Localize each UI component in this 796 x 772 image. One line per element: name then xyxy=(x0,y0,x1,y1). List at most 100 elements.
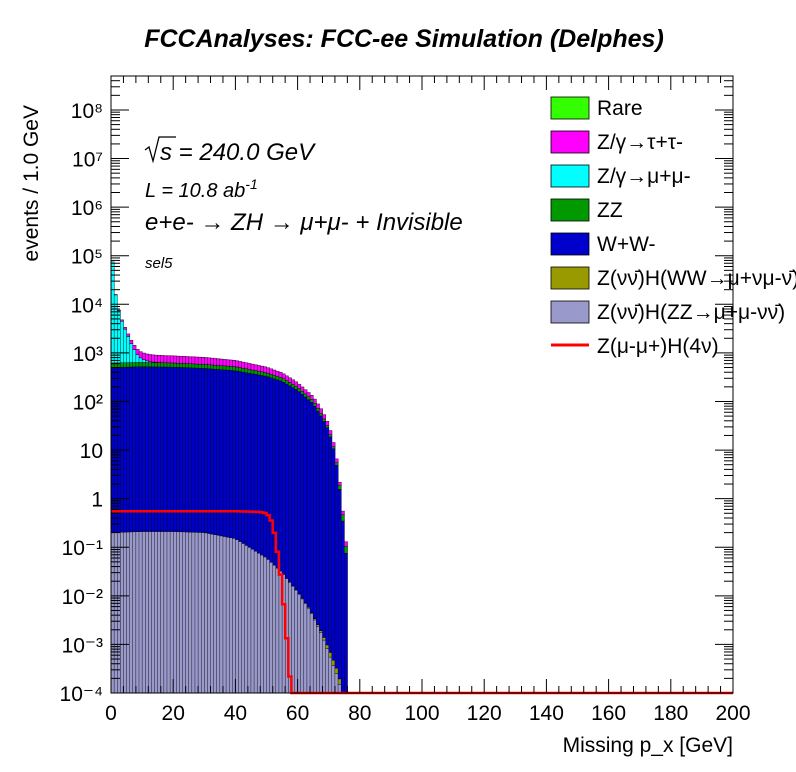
annotation-selection: sel5 xyxy=(145,255,173,272)
bar xyxy=(272,375,277,379)
y-tick-label: 10⁻¹ xyxy=(62,537,103,560)
legend-label: Z/γ→τ+τ- xyxy=(597,131,683,154)
bar xyxy=(281,373,286,379)
bar xyxy=(179,531,183,694)
bar xyxy=(210,357,215,366)
bar xyxy=(129,531,134,694)
bar xyxy=(141,362,146,367)
annotation-process: e+e- → ZH → μ+μ- + Invisible xyxy=(145,209,463,236)
bar xyxy=(312,405,317,619)
bar xyxy=(319,412,323,417)
bar xyxy=(344,553,348,694)
bar xyxy=(260,365,264,373)
legend-entry: Z(νν̄)H(ZZ→μ+μ-νν̄) xyxy=(550,300,785,324)
bar xyxy=(260,375,264,556)
bar xyxy=(241,543,246,694)
bar xyxy=(294,589,298,694)
bar xyxy=(126,531,131,694)
bar xyxy=(148,362,152,367)
bar xyxy=(126,333,131,337)
bar xyxy=(306,396,311,400)
x-tick-label: 140 xyxy=(529,702,564,725)
bar xyxy=(222,359,227,367)
bar xyxy=(172,531,177,694)
bar xyxy=(145,366,149,532)
bar xyxy=(141,366,146,532)
bar xyxy=(213,364,218,370)
legend-entry: Z(μ-μ+)H(4ν) xyxy=(551,335,719,358)
bar xyxy=(138,351,143,359)
bar xyxy=(250,363,255,371)
bar xyxy=(207,357,211,365)
bar xyxy=(219,365,224,370)
bar xyxy=(197,363,202,369)
bar xyxy=(340,520,345,694)
y-tick-label: 10⁻² xyxy=(62,586,103,609)
bar xyxy=(269,377,274,563)
bar xyxy=(316,624,320,627)
legend-label: Z/γ→μ+μ- xyxy=(597,165,691,188)
bar xyxy=(194,363,199,369)
bar xyxy=(306,399,311,608)
bar xyxy=(247,547,252,694)
bar xyxy=(303,389,308,395)
bar xyxy=(263,366,267,373)
bar xyxy=(188,367,193,533)
bar xyxy=(260,371,264,376)
bar xyxy=(228,370,233,538)
bar xyxy=(325,648,330,694)
bar xyxy=(278,377,283,382)
bar xyxy=(176,531,180,694)
bar xyxy=(204,357,208,365)
bar xyxy=(213,368,218,535)
bar xyxy=(232,360,236,367)
bar xyxy=(160,362,165,368)
y-tick-label: 1 xyxy=(91,489,103,512)
bar xyxy=(172,362,177,368)
bar xyxy=(135,349,140,355)
bar xyxy=(288,385,292,583)
bar xyxy=(319,415,323,631)
bar xyxy=(238,541,243,694)
bar xyxy=(123,531,127,694)
bar xyxy=(172,355,177,364)
bar xyxy=(300,386,305,392)
bar xyxy=(132,531,137,694)
bar xyxy=(288,382,292,387)
bar xyxy=(163,366,168,532)
bar xyxy=(207,364,211,369)
bar xyxy=(145,531,149,694)
bar xyxy=(160,366,165,532)
bar xyxy=(235,370,239,540)
bar xyxy=(344,541,348,547)
bar xyxy=(250,549,255,694)
bar xyxy=(166,531,171,694)
bar xyxy=(135,362,140,368)
bar xyxy=(166,362,171,368)
bar xyxy=(316,403,320,409)
bar xyxy=(213,534,218,694)
bar xyxy=(200,364,205,369)
legend-entry: Z/γ→μ+μ- xyxy=(550,164,691,188)
legend-label: ZZ xyxy=(597,199,623,222)
bar xyxy=(319,632,323,694)
bar xyxy=(253,370,258,375)
legend-swatch xyxy=(550,300,590,324)
bar xyxy=(256,552,261,694)
x-tick-label: 160 xyxy=(591,702,626,725)
bar xyxy=(160,355,165,363)
bar xyxy=(182,356,187,364)
bar xyxy=(219,358,224,366)
bar xyxy=(263,556,267,694)
bar xyxy=(188,356,193,364)
bar xyxy=(266,367,271,374)
bar xyxy=(309,399,314,403)
histogram-bars xyxy=(110,261,348,694)
y-tick-label: 10⁻⁴ xyxy=(60,683,103,706)
bar xyxy=(151,362,155,368)
bar xyxy=(275,376,280,381)
bar xyxy=(238,361,243,368)
bar xyxy=(222,365,227,371)
bar xyxy=(247,363,252,370)
